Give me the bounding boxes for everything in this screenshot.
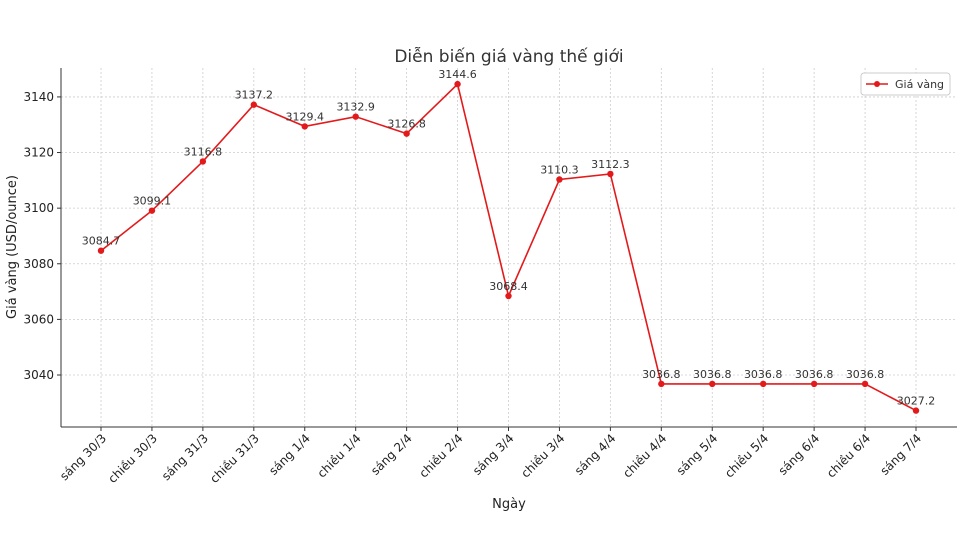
y-tick-label: 3080 <box>23 257 54 271</box>
x-tick-label: sáng 6/4 <box>776 431 823 478</box>
chart-title: Diễn biến giá vàng thế giới <box>394 46 623 67</box>
data-label: 3084.7 <box>82 235 121 248</box>
data-labels: 3084.7 3099.1 3116.8 3137.2 3129.4 3132.9 3126… <box>82 68 936 407</box>
data-point <box>199 158 207 165</box>
data-point <box>148 207 156 214</box>
data-label: 3036.8 <box>693 368 732 381</box>
data-point <box>97 247 105 254</box>
data-point <box>250 101 258 108</box>
data-point <box>454 80 461 88</box>
series-gia-vang <box>97 80 920 414</box>
data-label: 3036.8 <box>846 368 885 381</box>
x-tick-label: chiều 6/4 <box>824 431 873 480</box>
y-tick-label: 3060 <box>23 312 54 326</box>
data-point <box>352 113 359 120</box>
x-tick-label: sáng 7/4 <box>877 431 924 478</box>
data-point <box>810 380 818 388</box>
y-tick-label: 3140 <box>23 90 54 104</box>
data-point <box>759 380 767 388</box>
data-label: 3116.8 <box>184 145 223 158</box>
data-label: 3036.8 <box>744 368 783 381</box>
data-point <box>403 130 410 137</box>
x-tick-label: sáng 31/3 <box>159 431 211 483</box>
x-tick-label: sáng 1/4 <box>266 431 313 478</box>
data-point <box>607 170 614 178</box>
x-tick-label: sáng 5/4 <box>674 431 721 478</box>
data-label: 3144.6 <box>438 68 477 81</box>
data-label: 3036.8 <box>642 368 681 381</box>
x-tick-label: sáng 2/4 <box>368 431 415 478</box>
x-tick-label: chiều 3/4 <box>518 431 567 480</box>
x-tick-label: chiều 2/4 <box>416 431 465 480</box>
data-label: 3132.9 <box>336 101 375 114</box>
data-label: 3099.1 <box>133 195 172 208</box>
data-label: 3027.2 <box>897 395 936 408</box>
x-tick-label: sáng 4/4 <box>572 431 619 478</box>
grid-lines <box>61 68 957 427</box>
x-tick-label: chiều 5/4 <box>722 431 771 480</box>
x-tick-label: sáng 30/3 <box>57 431 109 483</box>
data-point <box>301 123 308 130</box>
y-tick-label: 3040 <box>23 368 54 382</box>
x-tick-label: chiều 31/3 <box>207 431 262 486</box>
y-axis-label: Giá vàng (USD/ounce) <box>5 175 20 319</box>
data-point <box>912 407 920 414</box>
data-label: 3137.2 <box>235 89 274 102</box>
data-label: 3129.4 <box>286 110 325 123</box>
x-tick-label: chiều 1/4 <box>315 431 364 480</box>
x-axis-label: Ngày <box>492 497 526 512</box>
y-tick-label: 3100 <box>23 201 54 215</box>
data-label: 3068.4 <box>489 280 528 293</box>
y-axis-ticks: 3040 3060 3080 3100 3120 3140 <box>23 90 61 382</box>
data-label: 3036.8 <box>795 368 834 381</box>
x-tick-label: chiều 4/4 <box>620 431 669 480</box>
legend: Giá vàng <box>860 72 951 96</box>
legend-label: Giá vàng <box>895 78 944 91</box>
data-label: 3110.3 <box>540 164 579 177</box>
data-point <box>658 380 665 388</box>
data-label: 3126.8 <box>387 118 426 131</box>
data-label: 3112.3 <box>591 158 630 171</box>
x-tick-label: sáng 3/4 <box>470 431 517 478</box>
y-tick-label: 3120 <box>23 146 54 160</box>
data-point <box>505 292 512 300</box>
data-point <box>556 176 563 183</box>
data-point <box>861 380 869 388</box>
data-point <box>709 380 716 388</box>
x-tick-label: chiều 30/3 <box>105 431 160 486</box>
